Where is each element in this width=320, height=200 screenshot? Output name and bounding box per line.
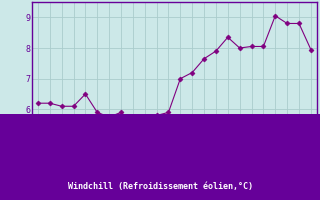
Text: Windchill (Refroidissement éolien,°C): Windchill (Refroidissement éolien,°C) [68,182,252,192]
